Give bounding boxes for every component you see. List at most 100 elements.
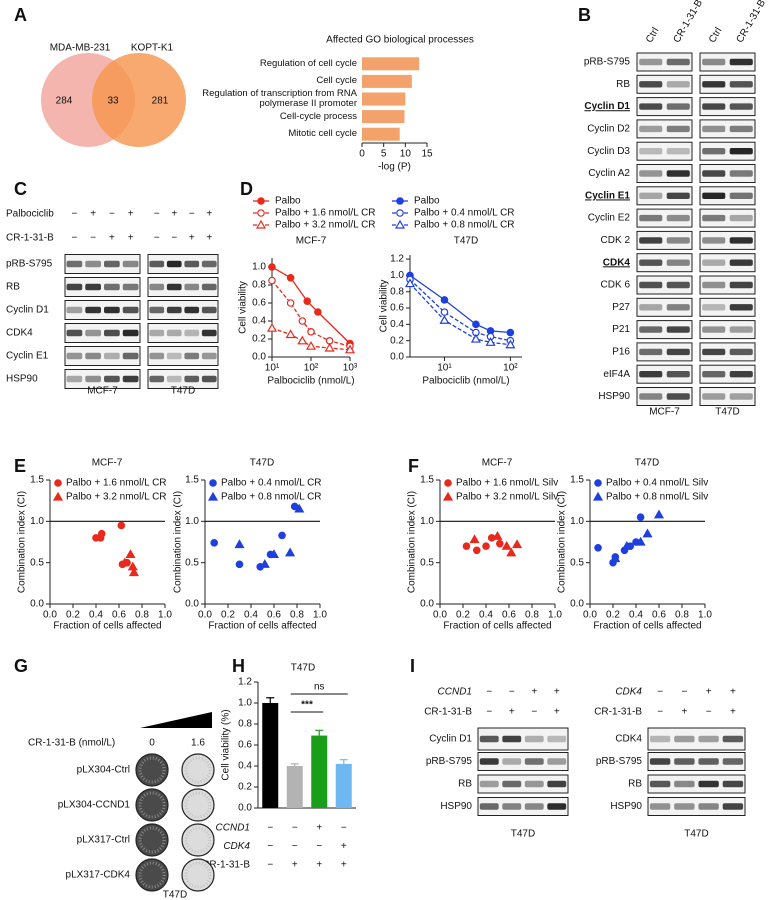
treatment-label: CCND1 [438, 687, 472, 698]
blot-frame [636, 164, 693, 183]
blot-frame [636, 141, 693, 161]
blot-frame [636, 275, 693, 295]
bar [362, 74, 412, 88]
blot-band [201, 260, 217, 268]
x-tick-label: 0.2 [456, 610, 470, 621]
legend-label: Palbo + 3.2 nmol/L Silv [456, 492, 558, 503]
y-tick-label: 0.6 [252, 298, 266, 309]
blot-band [649, 758, 671, 765]
y-axis-label: Combination index (CI) [173, 491, 184, 593]
data-point [495, 539, 504, 548]
treatment-sign: + [554, 707, 560, 718]
x-axis-label: Fraction of cells affected [53, 621, 161, 632]
blot-band [66, 283, 83, 291]
blot-band [104, 260, 120, 268]
blot-band [524, 758, 544, 765]
row-label: CDK 6 [601, 280, 631, 291]
y-tick-label: 1.5 [30, 475, 44, 486]
blot-band [104, 283, 120, 291]
blot-frame [636, 74, 693, 94]
x-tick-label: 5 [381, 149, 387, 160]
data-point [125, 549, 136, 559]
treatment-label: CR-1-31-B [6, 233, 54, 244]
data-point [344, 344, 356, 354]
blot-band [698, 735, 719, 743]
venn-count: 281 [152, 96, 169, 107]
blot-band [639, 125, 663, 133]
condition-sign: − [341, 823, 347, 834]
blot-frame [636, 320, 693, 340]
row-label: HSP90 [610, 801, 642, 812]
blot-band [729, 81, 753, 88]
colony-texture [184, 791, 212, 819]
blot-frame [636, 364, 693, 384]
blot-band [524, 735, 544, 743]
row-label: RB [616, 79, 630, 90]
y-axis-label: Cell viability (%) [221, 709, 232, 780]
blot-band [702, 192, 726, 199]
y-tick-label: Regulation of cell cycle [259, 57, 357, 69]
blot-frame [636, 52, 693, 72]
blot-band [184, 283, 200, 291]
y-tick-label: 0.6 [390, 303, 404, 314]
data-point [324, 342, 335, 352]
blot-band [702, 148, 726, 155]
condition-sign: − [267, 823, 273, 834]
blot-band [702, 348, 726, 356]
blot-band [666, 281, 690, 289]
significance-label: ns [314, 682, 325, 693]
data-point [653, 509, 665, 519]
blot-band [201, 375, 217, 383]
legend-label: Palbo + 0.4 nmol/L CR [414, 208, 515, 219]
blot-frame [64, 300, 141, 320]
treatment-sign: − [509, 687, 515, 698]
x-tick-label: 0.2 [66, 610, 80, 621]
y-axis-label: Cell viability [238, 281, 249, 334]
treatment-sign: − [71, 233, 77, 244]
blot-frame [636, 97, 693, 117]
blot-band [149, 329, 165, 337]
blot-band [702, 170, 726, 177]
y-tick-label: 0.0 [185, 599, 199, 610]
blot-frame [699, 119, 756, 139]
blot-band [729, 348, 753, 356]
data-point [404, 278, 416, 288]
colony-texture [138, 791, 166, 819]
y-tick-label: 0.0 [238, 803, 252, 814]
legend-marker [594, 479, 602, 487]
legend-label: Palbo + 1.6 nmol/L Silv [456, 478, 558, 489]
treatment-sign: + [706, 687, 712, 698]
treatment-sign: + [681, 707, 687, 718]
blot-band [702, 281, 726, 289]
blot-band [201, 283, 217, 291]
legend-label: Palbo + 0.8 nmol/L Silv [606, 492, 708, 503]
legend-marker [207, 491, 219, 501]
y-tick-label: 0.8 [252, 280, 266, 291]
blot-band [666, 103, 690, 110]
blot-band [104, 352, 120, 360]
condition-sign: + [316, 860, 322, 871]
row-label: Cyclin D1 [6, 305, 49, 316]
x-tick-label: 0.8 [135, 610, 149, 621]
data-point [286, 273, 295, 282]
data-point [462, 542, 471, 550]
blot-band [149, 306, 165, 314]
row-label: pRB-S795 [6, 259, 53, 270]
blot-band [729, 148, 753, 155]
blot-frame [699, 297, 756, 317]
blot-band [122, 375, 139, 383]
y-tick-label: Regulation of transcription from RNA pol… [202, 88, 357, 109]
blot-band [502, 780, 522, 788]
blot-band [698, 780, 719, 788]
treatment-sign: + [206, 209, 212, 220]
data-point [505, 339, 516, 349]
blot-frame [64, 346, 141, 366]
blot-frame [699, 52, 756, 72]
data-point [210, 539, 219, 547]
data-point [259, 559, 270, 568]
data-point [512, 539, 523, 549]
data-point [268, 276, 276, 285]
category-label-box: Cell cycle [316, 76, 357, 86]
blot-band [702, 81, 726, 88]
x-tick-label: 10³ [343, 363, 358, 374]
